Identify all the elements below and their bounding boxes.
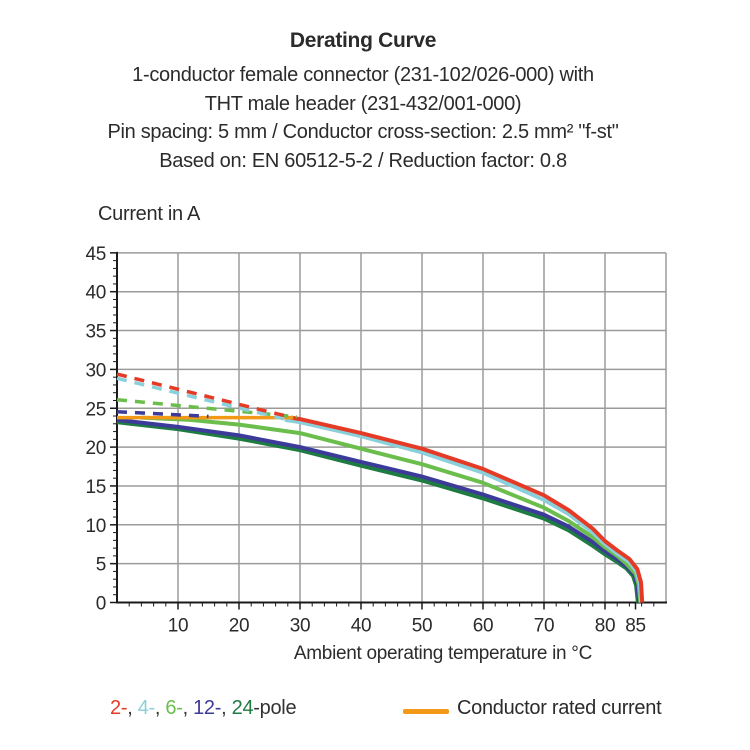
legend-separator: , (127, 697, 138, 719)
x-tick-label: 70 (534, 616, 555, 637)
subtitle-line-1: 1-conductor female connector (231-102/02… (132, 64, 594, 86)
y-tick-label: 25 (85, 399, 106, 420)
subtitle-line-2: THT male header (231-432/001-000) (204, 92, 522, 115)
y-tick-label: 30 (85, 360, 106, 381)
rated-current-label: Conductor rated current (457, 697, 662, 719)
y-tick-label: 15 (85, 477, 106, 498)
curve-2-pole-dashed (116, 372, 292, 419)
legend-pole-label: 4- (137, 697, 155, 719)
curve-12-pole-dashed (116, 409, 209, 419)
legend-pole-label: 6- (165, 697, 183, 719)
legend-separator: , (182, 697, 194, 719)
y-tick-label: 40 (85, 283, 106, 304)
page-title: Derating Curve (289, 29, 437, 52)
legend-pole-label: 12- (193, 697, 222, 719)
x-tick-label: 20 (229, 616, 250, 637)
x-tick-label: 10 (168, 616, 189, 637)
curve-2-pole-solid (290, 415, 645, 603)
x-tick-label: 40 (351, 616, 372, 637)
legend-pole-label: 2- (110, 697, 128, 719)
curve-24-pole-solid (116, 420, 640, 603)
legend-separator: , (154, 697, 166, 719)
legend-poles: 2-, 4-, 6-, 12-, 24-pole (110, 697, 297, 720)
rated-current-swatch (403, 709, 449, 714)
x-tick-label: 85 (625, 616, 646, 637)
x-tick-label: 50 (412, 616, 433, 637)
y-tick-label: 0 (96, 594, 106, 615)
subtitle-line-3: Pin spacing: 5 mm / Conductor cross-sect… (107, 121, 619, 143)
y-tick-label: 5 (96, 555, 106, 576)
legend-pole-label: 24 (231, 697, 254, 719)
legend-separator: , (221, 697, 232, 719)
y-tick-label: 35 (85, 322, 106, 343)
y-tick-label: 10 (85, 516, 106, 537)
title-block: Derating Curve 1-conductor female connec… (0, 29, 738, 175)
y-tick-label: 20 (85, 438, 106, 459)
x-axis-title: Ambient operating temperature in °C (293, 643, 592, 664)
curve-4-pole-solid (284, 417, 643, 603)
subtitle-line-4: Based on: EN 60512-5-2 / Reduction facto… (159, 149, 567, 172)
x-tick-label: 60 (473, 616, 494, 637)
x-tick-label: 30 (290, 616, 311, 637)
x-tick-label: 80 (595, 616, 616, 637)
curve-6-pole-dashed (116, 397, 298, 419)
y-tick-label: 45 (85, 244, 106, 265)
legend-pole-suffix: -pole (253, 697, 297, 719)
curve-6-pole-solid (141, 415, 643, 603)
y-axis-title: Current in A (98, 203, 201, 225)
